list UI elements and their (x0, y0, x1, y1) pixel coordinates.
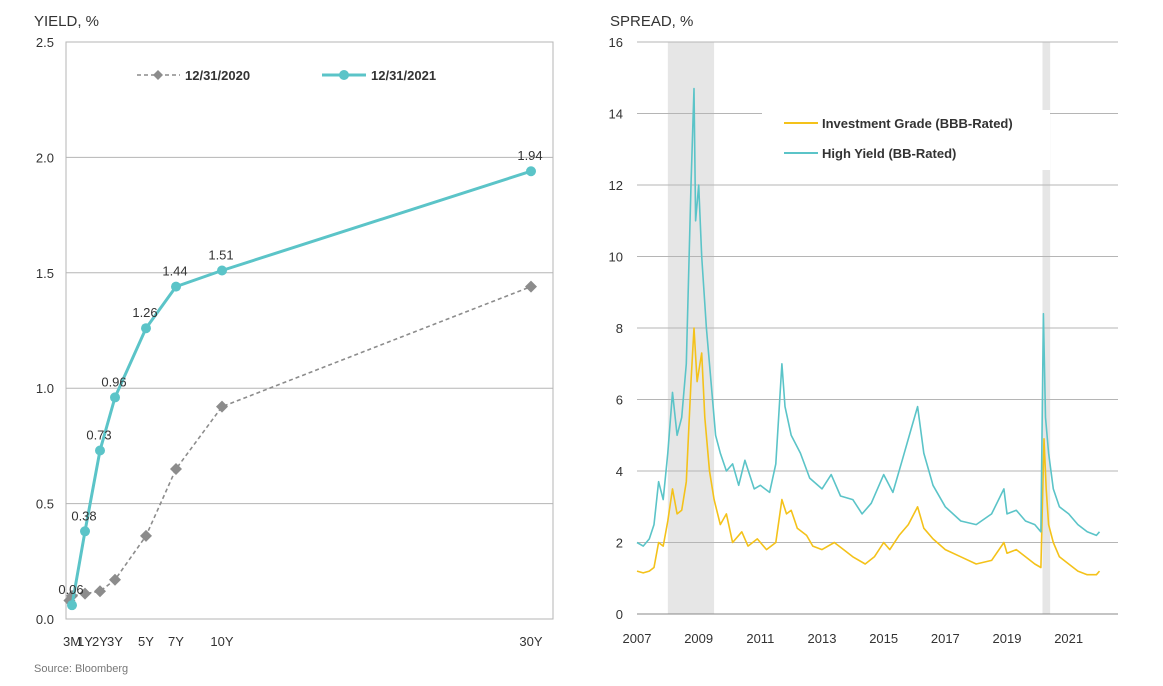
yield-xtick-label: 7Y (168, 634, 184, 649)
yield-data-label: 1.44 (162, 264, 187, 279)
yield-data-label: 0.73 (86, 428, 111, 443)
high-yield-line (636, 87, 1101, 547)
yield-2020-marker (525, 280, 537, 293)
yield-series-line (70, 169, 532, 606)
spread-ytick-label: 14 (609, 107, 623, 122)
spread-xtick-label: 2017 (931, 631, 960, 646)
legend-2021-marker (339, 70, 349, 80)
legend-ig-label: Investment Grade (BBB-Rated) (822, 116, 1013, 131)
yield-xtick-label: 2Y (92, 634, 108, 649)
spread-xtick-label: 2013 (808, 631, 837, 646)
yield-2021-marker (110, 392, 120, 403)
yield-2020-marker (170, 462, 182, 475)
yield-data-label: 1.26 (132, 305, 157, 320)
source-note: Source: Bloomberg (34, 663, 128, 675)
yield-2020-marker (94, 585, 106, 598)
yield-2020-marker (216, 400, 228, 413)
yield-2021-marker (95, 445, 105, 456)
spread-xtick-label: 2011 (746, 631, 774, 646)
spread-ytick-label: 8 (616, 321, 623, 336)
yield-2021-marker (217, 265, 227, 276)
spread-legend-box (762, 110, 1050, 170)
legend-hy-label: High Yield (BB-Rated) (822, 146, 956, 161)
investment-grade-line (636, 327, 1101, 576)
yield-axis-label: YIELD, % (34, 13, 99, 30)
yield-xtick-label: 3M (63, 634, 81, 649)
yield-ytick-label: 2.0 (36, 150, 54, 165)
spread-xtick-label: 2009 (684, 631, 713, 646)
yield-2021-marker (526, 166, 536, 177)
yield-2021-marker (171, 281, 181, 292)
yield-ytick-label: 1.0 (36, 381, 54, 396)
yield-2021-marker (141, 323, 151, 334)
yield-data-label: 0.38 (71, 508, 96, 523)
spread-xtick-label: 2015 (869, 631, 898, 646)
spread-ytick-label: 4 (616, 464, 623, 479)
yield-data-label: 0.96 (101, 374, 126, 389)
yield-2020-marker (109, 573, 121, 586)
spread-ytick-label: 0 (616, 607, 623, 622)
spread-chart: SPREAD, % 0 2 4 6 8 10 12 14 16 2007 2009 2011 2013… (609, 13, 1118, 646)
spread-ytick-label: 16 (609, 35, 623, 50)
yield-xtick-label: 30Y (519, 634, 542, 649)
legend-2021-label: 12/31/2021 (371, 68, 436, 83)
yield-xtick-label: 1Y (77, 634, 93, 649)
spread-legend: Investment Grade (BBB-Rated) High Yield (… (762, 110, 1050, 170)
yield-series-line (68, 285, 532, 601)
legend-2020-marker (153, 70, 163, 80)
yield-2021-marker (80, 526, 90, 537)
yield-2020-marker (140, 529, 152, 542)
spread-ytick-label: 2 (616, 536, 623, 551)
spread-xtick-label: 2019 (993, 631, 1022, 646)
spread-xtick-label: 2021 (1054, 631, 1083, 646)
yield-xtick-label: 3Y (107, 634, 123, 649)
spread-xtick-label: 2007 (623, 631, 652, 646)
yield-xtick-label: 5Y (138, 634, 154, 649)
spread-ytick-label: 10 (609, 250, 623, 265)
yield-data-label: 0.06 (58, 582, 83, 597)
yield-legend: 12/31/2020 12/31/2021 (137, 68, 436, 83)
spread-axis-label: SPREAD, % (610, 13, 693, 30)
yield-ytick-label: 0.0 (36, 612, 54, 627)
yield-2021-marker (67, 600, 77, 611)
legend-2020-label: 12/31/2020 (185, 68, 250, 83)
spread-ytick-label: 6 (616, 393, 623, 408)
yield-data-label: 1.51 (208, 247, 233, 262)
yield-ytick-label: 1.5 (36, 266, 54, 281)
spread-ytick-label: 12 (609, 178, 623, 193)
yield-2020-marker (79, 587, 91, 600)
yield-plot-frame (65, 41, 554, 620)
yield-ytick-label: 2.5 (36, 35, 54, 50)
yield-xtick-label: 10Y (210, 634, 233, 649)
yield-ytick-label: 0.5 (36, 497, 54, 512)
yield-data-label: 1.94 (517, 148, 542, 163)
